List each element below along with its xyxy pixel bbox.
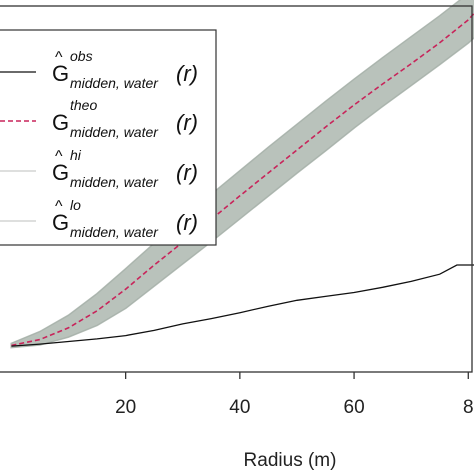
series-line-hi <box>11 0 462 344</box>
legend-subscript: midden, water <box>70 124 159 140</box>
series-line-lo <box>11 37 474 348</box>
legend-symbol: G <box>52 160 69 185</box>
plot-frame <box>0 5 473 373</box>
legend-box <box>0 29 217 246</box>
legend-hat: ^ <box>55 49 63 66</box>
legend-subscript: midden, water <box>70 224 159 240</box>
x-tick-label: 20 <box>115 397 136 418</box>
series-line-obs <box>11 264 474 347</box>
legend-argument: (r) <box>176 210 198 235</box>
legend-argument: (r) <box>176 61 198 86</box>
legend-entry-lo: G^ lo midden, water (r) <box>52 197 198 240</box>
legend-superscript: obs <box>70 48 93 64</box>
legend-entry-hi: G^ hi midden, water (r) <box>52 147 198 190</box>
legend-argument: (r) <box>176 110 198 135</box>
series-line-theo <box>11 12 474 347</box>
legend-symbol: G <box>52 210 69 235</box>
x-axis-label: Radius (m) <box>244 450 337 471</box>
legend-superscript: lo <box>70 197 81 213</box>
legend-hat: ^ <box>55 148 63 165</box>
legend-superscript: hi <box>70 147 82 163</box>
legend-entry-obs: G^ obs midden, water (r) <box>52 48 198 91</box>
legend-symbol: G <box>52 110 69 135</box>
legend-symbol: G <box>52 61 69 86</box>
legend-superscript: theo <box>70 97 97 113</box>
x-tick-label: 8 <box>463 397 474 418</box>
x-tick-label: 60 <box>344 397 365 418</box>
legend-hat: ^ <box>55 198 63 215</box>
legend-subscript: midden, water <box>70 75 159 91</box>
x-tick-label: 40 <box>229 397 250 418</box>
legend-subscript: midden, water <box>70 174 159 190</box>
legend-argument: (r) <box>176 160 198 185</box>
